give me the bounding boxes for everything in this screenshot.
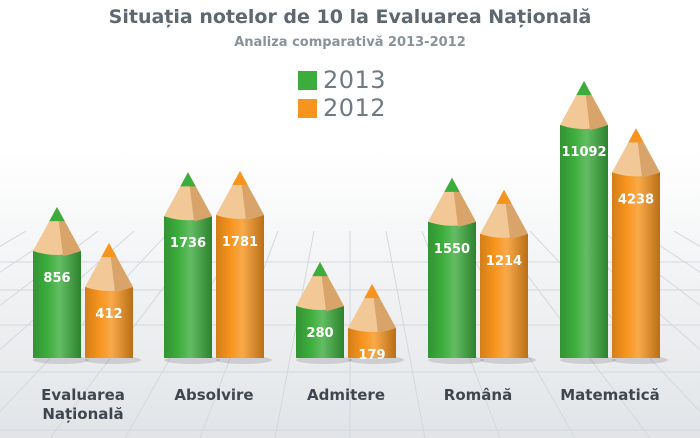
legend-swatch-2012 bbox=[298, 98, 317, 118]
pencil-tip bbox=[312, 261, 328, 277]
data-label: 1736 bbox=[170, 236, 206, 251]
chart-title: Situația notelor de 10 la Evaluarea Nați… bbox=[108, 6, 592, 28]
pencil-bar-2013-0 bbox=[33, 251, 81, 358]
pencil-bar-2012-3 bbox=[480, 233, 528, 358]
pencil-tip bbox=[444, 177, 460, 192]
chart-subtitle: Analiza comparativă 2013-2012 bbox=[234, 35, 466, 50]
category-label: Absolvire bbox=[174, 386, 254, 404]
category-label: Matematică bbox=[560, 386, 660, 404]
pencil-bar-2013-1 bbox=[164, 216, 212, 358]
legend-label-2013: 2013 bbox=[323, 66, 387, 94]
legend: 2013 2012 bbox=[298, 66, 386, 122]
data-label: 1550 bbox=[434, 242, 470, 257]
data-label: 280 bbox=[306, 326, 333, 341]
pencil-tip bbox=[496, 189, 512, 204]
pencil-tip bbox=[101, 242, 117, 258]
pencil-bar-2012-4 bbox=[612, 172, 660, 358]
data-label: 179 bbox=[358, 348, 385, 363]
pencil-bar-2012-0 bbox=[85, 286, 133, 358]
pencil-bar-2013-4 bbox=[560, 125, 608, 358]
pencil-bar-2012-1 bbox=[216, 214, 264, 358]
grid-line bbox=[0, 230, 135, 351]
legend-label-2012: 2012 bbox=[323, 94, 387, 122]
legend-item-2013: 2013 bbox=[298, 66, 386, 94]
pencil-bar-2012-2 bbox=[348, 328, 396, 358]
pencil-bar-2013-3 bbox=[428, 221, 476, 358]
data-label: 1214 bbox=[486, 254, 522, 269]
grid-line bbox=[274, 230, 315, 438]
data-label: 1781 bbox=[222, 235, 258, 250]
grid-line bbox=[637, 230, 700, 273]
pencil-tip bbox=[364, 284, 380, 299]
data-label: 4238 bbox=[618, 192, 654, 207]
category-label: Evaluarea Națională bbox=[41, 386, 125, 423]
data-label: 856 bbox=[43, 271, 70, 286]
data-label: 11092 bbox=[561, 145, 606, 160]
data-label: 412 bbox=[95, 307, 122, 322]
pencil-tip bbox=[628, 128, 644, 143]
pencil-tip bbox=[576, 81, 592, 96]
category-label: Admitere bbox=[306, 386, 386, 404]
legend-item-2012: 2012 bbox=[298, 94, 386, 122]
category-label: Română bbox=[443, 386, 513, 404]
legend-swatch-2013 bbox=[298, 70, 317, 90]
grid-line bbox=[385, 230, 426, 438]
pencil-tip bbox=[232, 170, 248, 186]
pencil-bar-2013-2 bbox=[296, 305, 344, 358]
grid-line bbox=[0, 230, 63, 273]
pencil-tip bbox=[49, 207, 65, 222]
pencil-tip bbox=[180, 172, 196, 187]
